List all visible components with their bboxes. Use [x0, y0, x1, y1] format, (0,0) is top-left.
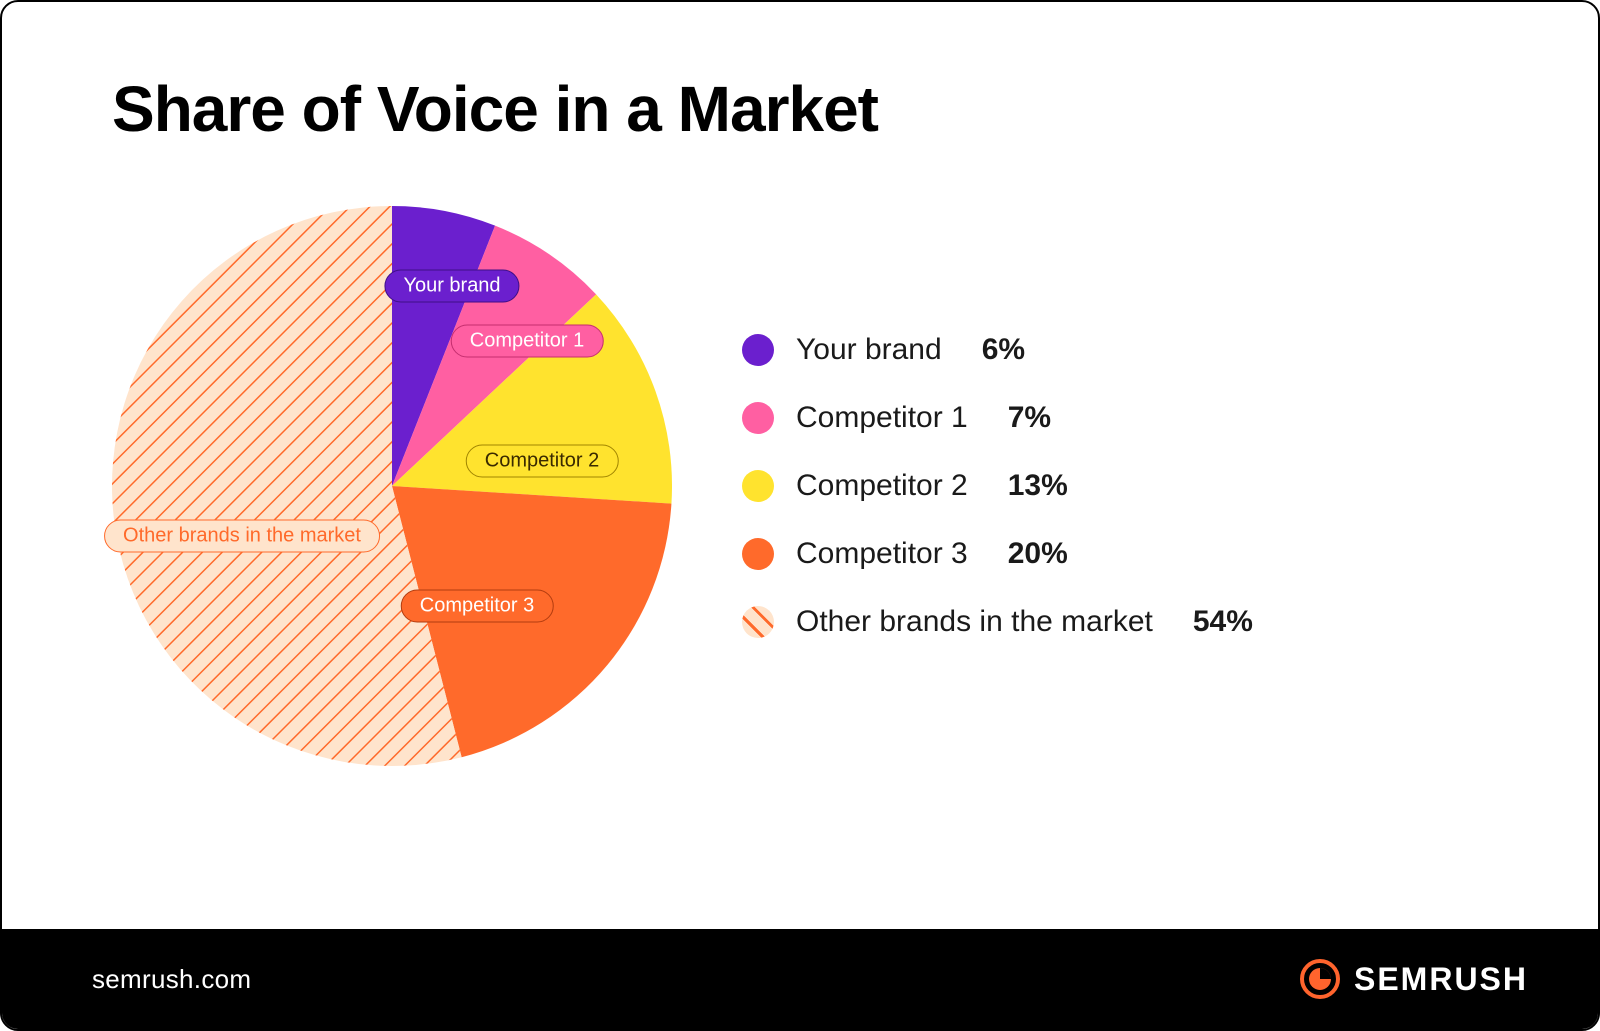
legend-item: Other brands in the market 54%	[742, 605, 1253, 639]
slice-label-competitor_2: Competitor 2	[466, 445, 619, 478]
slice-label-competitor_3: Competitor 3	[401, 590, 554, 623]
chart-title: Share of Voice in a Market	[112, 72, 1508, 146]
footer-site-url: semrush.com	[92, 964, 251, 995]
legend-swatch	[742, 402, 774, 434]
content-area: Share of Voice in a Market Your brand Com…	[2, 2, 1598, 929]
semrush-logo-icon	[1300, 959, 1340, 999]
chart-row: Your brandCompetitor 1Competitor 2Compet…	[112, 206, 1508, 766]
brand-lockup: SEMRUSH	[1300, 959, 1528, 999]
legend-value: 7%	[1008, 401, 1051, 435]
legend-item: Competitor 2 13%	[742, 469, 1253, 503]
legend-value: 13%	[1008, 469, 1068, 503]
pie-chart: Your brand Competitor 1 Competitor 2 Compet…	[112, 206, 672, 766]
legend-value: 20%	[1008, 537, 1068, 571]
legend-item: Your brand 6%	[742, 333, 1253, 367]
legend-label: Competitor 1	[796, 401, 968, 435]
slice-label-your_brand: Your brand	[384, 270, 519, 303]
footer-bar: semrush.com SEMRUSH	[2, 929, 1598, 1029]
legend-swatch	[742, 334, 774, 366]
legend-value: 6%	[982, 333, 1025, 367]
legend-item: Competitor 3 20%	[742, 537, 1253, 571]
legend-label: Your brand	[796, 333, 942, 367]
legend-item: Competitor 1 7%	[742, 401, 1253, 435]
brand-wordmark: SEMRUSH	[1354, 961, 1528, 998]
legend-value: 54%	[1193, 605, 1253, 639]
legend-swatch	[742, 470, 774, 502]
legend-swatch	[742, 538, 774, 570]
legend-swatch	[742, 606, 774, 638]
infographic-card: Share of Voice in a Market Your brand Com…	[0, 0, 1600, 1031]
slice-label-competitor_1: Competitor 1	[451, 325, 604, 358]
legend-label: Competitor 2	[796, 469, 968, 503]
legend: Your brand 6% Competitor 1 7% Competitor 2 13…	[742, 333, 1253, 639]
legend-label: Competitor 3	[796, 537, 968, 571]
legend-label: Other brands in the market	[796, 605, 1153, 639]
slice-label-other: Other brands in the market	[104, 520, 380, 553]
